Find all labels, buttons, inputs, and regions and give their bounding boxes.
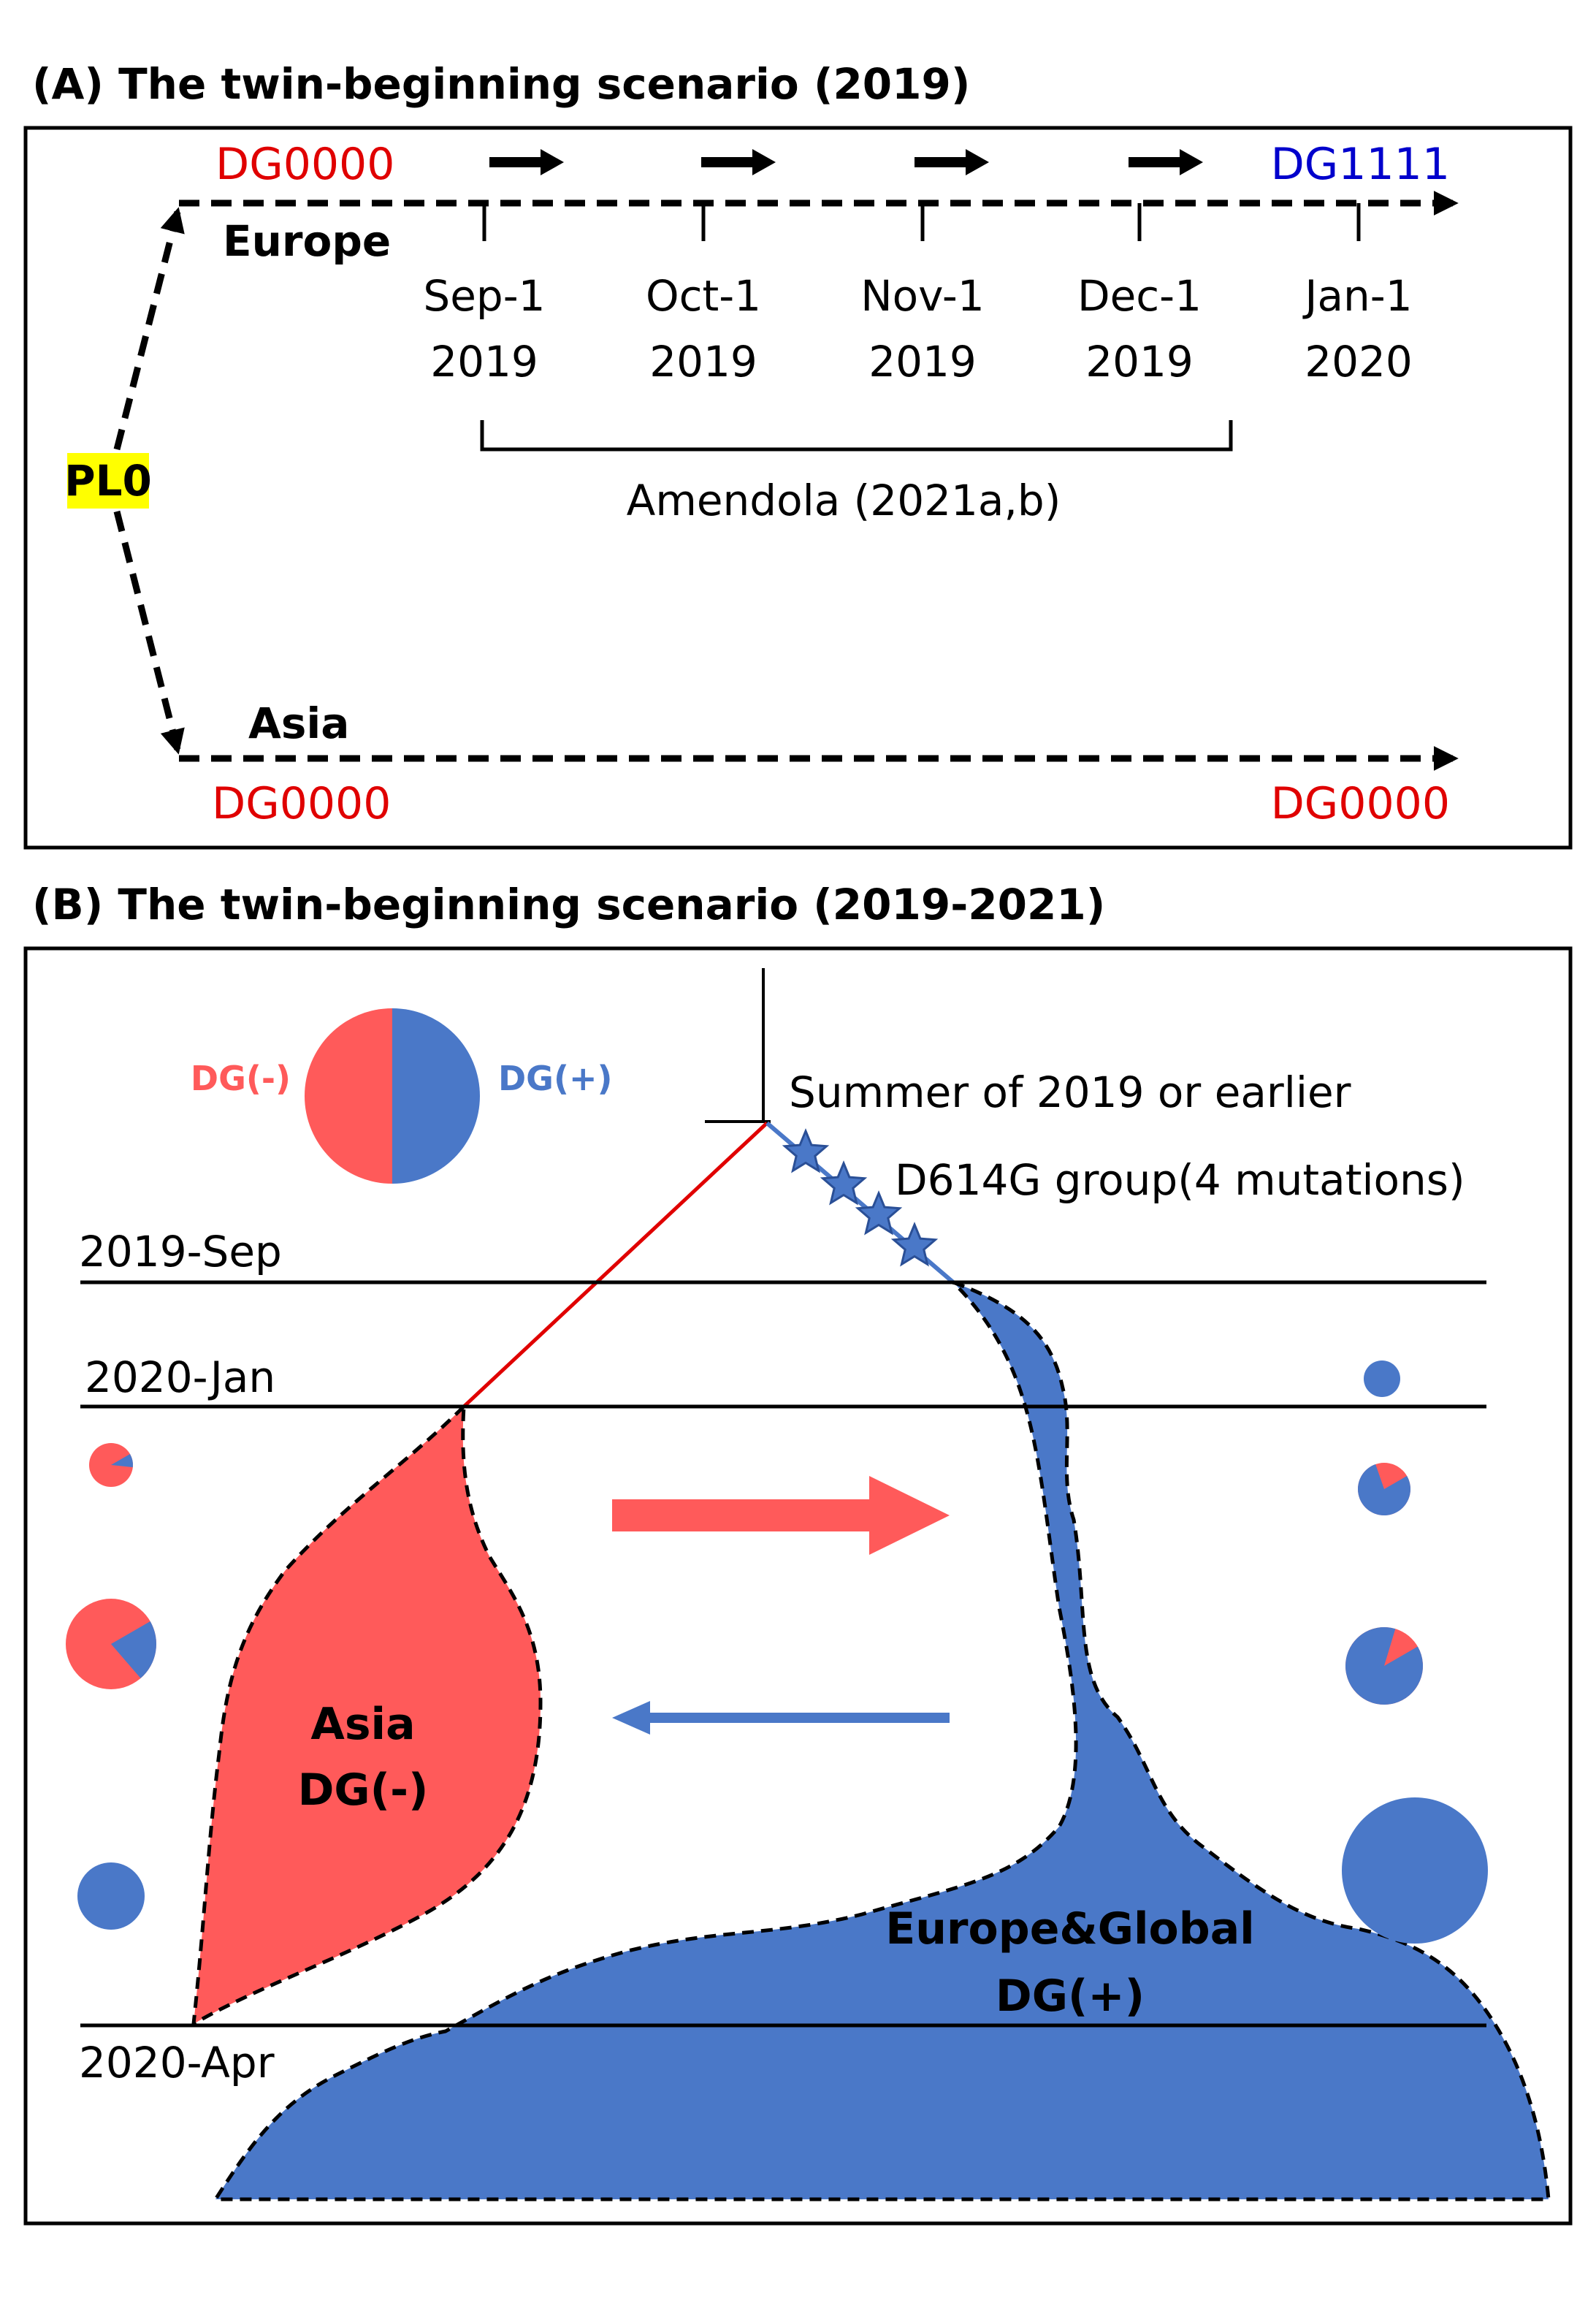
amendola-bracket [480,420,1233,452]
europe-pie [1345,1626,1423,1705]
amendola-bracket-label: Amendola (2021a,b) [627,476,1061,525]
pl0-to-europe-branch [113,207,185,451]
pl0-label: PL0 [64,456,152,506]
asia-start-genotype: DG0000 [212,778,391,829]
legend-pie [305,1008,480,1184]
pie-dg-plus-slice [1358,1464,1410,1515]
asia-label: Asia [248,699,349,748]
panel-b-title: (B) The twin-beginning scenario (2019-20… [32,880,1105,929]
pie-dg-plus-slice [111,1454,133,1468]
progress-arrow-head [1180,149,1203,175]
progress-arrow-head [541,149,564,175]
mutation-label: D614G group(4 mutations) [895,1155,1465,1205]
mutation-star [855,1190,903,1236]
mutation-progress-arrows [489,149,1203,175]
tick-label-year: 2020 [1305,337,1413,387]
asia-pie [89,1443,133,1487]
panel-a-frame [23,126,1573,850]
pie-dg-plus-slice [111,1621,156,1678]
legend-dg-plus-label: DG(+) [498,1059,613,1098]
time-mark-2020-jan: 2020-Jan [85,1352,275,1402]
time-mark-2019-sep: 2019-Sep [79,1227,282,1276]
tick-label-year: 2019 [868,337,977,387]
tick-label-year: 2019 [430,337,538,387]
europe-date-ticks: Sep-1 2019 Oct-1 2019 Nov-1 2019 Dec-1 2… [423,203,1413,387]
tick-label-year: 2019 [649,337,757,387]
progress-arrow-head [966,149,989,175]
asia-pie [77,1862,145,1930]
europe-label: Europe [223,216,391,266]
mutation-star [820,1160,868,1206]
europe-pie [1342,1797,1488,1944]
tick-label-month: Sep-1 [423,271,545,321]
time-mark-2020-apr: 2020-Apr [79,2038,275,2087]
tick-label-month: Nov-1 [860,271,984,321]
pie-base [77,1862,145,1930]
asia-region-label-line1: Asia [310,1699,415,1750]
pie-base [1342,1797,1488,1944]
tick-label-month: Dec-1 [1077,271,1202,321]
flow-arrow-asia-to-europe [612,1476,950,1555]
mutation-star [890,1222,939,1267]
asia-pies [66,1443,156,1930]
pl0-highlight [67,453,149,509]
asia-region-label-line2: DG(-) [298,1765,429,1816]
flow-arrow-europe-to-asia [612,1701,950,1735]
root-label: Summer of 2019 or earlier [789,1067,1351,1117]
panel-a-title: (A) The twin-beginning scenario (2019) [32,59,970,109]
legend-dg-minus-label: DG(-) [191,1059,291,1098]
tick-label-month: Oct-1 [646,271,761,321]
europe-region-label-line1: Europe&Global [885,1903,1255,1955]
tick-label-month: Jan-1 [1302,271,1412,321]
d614g-mutation-stars [782,1128,939,1267]
europe-end-genotype: DG1111 [1271,139,1450,190]
pl0-to-asia-branch [113,510,185,755]
tick-label-year: 2019 [1085,337,1194,387]
europe-pie [1364,1360,1400,1397]
asia-end-genotype: DG0000 [1271,778,1450,829]
panel-b-frame [23,946,1573,2226]
asia-pie [66,1599,156,1689]
europe-pie [1358,1463,1410,1515]
pie-dg-plus-slice [1345,1626,1423,1705]
pie-base [1364,1360,1400,1397]
europe-region-label-line2: DG(+) [996,1971,1145,2022]
asia-region [191,1401,543,2028]
mutation-star [782,1128,830,1173]
tree-branch-dg-minus [462,1122,768,1408]
legend-pie-dg-plus [392,1008,480,1184]
europe-start-genotype: DG0000 [215,139,394,190]
legend-pie-dg-minus [305,1008,392,1184]
progress-arrow-head [752,149,776,175]
europe-pies [1342,1360,1488,1944]
europe-global-region [212,1280,1551,2201]
